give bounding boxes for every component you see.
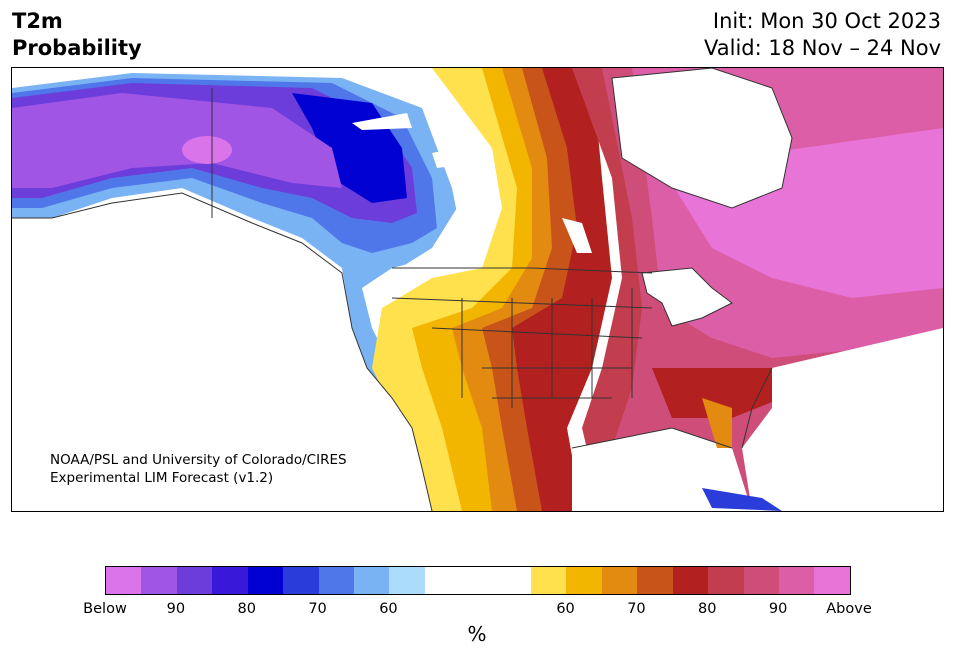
- colorbar-unit: %: [467, 622, 487, 646]
- credit-line-2: Experimental LIM Forecast (v1.2): [50, 470, 273, 486]
- lake-winnipeg: [562, 218, 592, 253]
- colorbar-swatch: [212, 567, 248, 594]
- credit-line-1: NOAA/PSL and University of Colorado/CIRE…: [50, 452, 347, 468]
- colorbar-tick-label: 70: [627, 601, 646, 617]
- pacific: [12, 193, 432, 511]
- map-svg: NOAA/PSL and University of Colorado/CIRE…: [12, 68, 943, 511]
- colorbar: [105, 566, 851, 595]
- borders: [12, 68, 793, 511]
- colorbar-swatch: [247, 567, 284, 594]
- colorbar-swatch: [637, 567, 673, 594]
- colorbar-tick-label: 60: [379, 601, 398, 617]
- southeast-red: [652, 368, 782, 418]
- colorbar-swatch: [141, 567, 177, 594]
- arctic-lakes: [352, 113, 412, 130]
- above-orange: [452, 68, 572, 511]
- atlantic: [742, 328, 943, 511]
- colorbar-swatch: [283, 567, 319, 594]
- colorbar-tick-label: 60: [556, 601, 575, 617]
- colorbar-swatch: [353, 567, 390, 594]
- colorbar-swatch: [708, 567, 744, 594]
- colorbar-swatch: [424, 567, 461, 594]
- colorbar-swatch: [495, 567, 532, 594]
- florida: [702, 398, 732, 448]
- date-info: Init: Mon 30 Oct 2023 Valid: 18 Nov – 24…: [704, 8, 941, 62]
- colorbar-tick-label: 80: [237, 601, 256, 617]
- forecast-map: NOAA/PSL and University of Colorado/CIRE…: [11, 67, 944, 512]
- colorbar-swatch: [566, 567, 602, 594]
- colorbar-tick-label: 90: [768, 601, 788, 617]
- great-lakes: [642, 268, 732, 326]
- product-label: Probability: [12, 36, 142, 60]
- colorbar-tick-label: 90: [166, 601, 186, 617]
- colorbar-tick-label: Above: [826, 601, 872, 617]
- colorbar-swatch: [531, 567, 567, 594]
- above-gold: [412, 68, 552, 511]
- colorbar-tick-label: Below: [83, 601, 127, 617]
- cuba: [702, 488, 782, 511]
- colorbar-swatch: [176, 567, 213, 594]
- arctic-lakes-2: [432, 143, 482, 168]
- colorbar-swatch: [601, 567, 638, 594]
- hudson-bay: [612, 68, 792, 208]
- below-region-purple: [12, 93, 342, 188]
- colorbar-swatch: [318, 567, 354, 594]
- init-date: Init: Mon 30 Oct 2023: [712, 9, 941, 33]
- variable-label: T2m: [12, 9, 63, 33]
- colorbar-swatch: [814, 567, 850, 594]
- above-red: [512, 68, 612, 511]
- colorbar-swatch: [460, 567, 496, 594]
- colorbar-swatch: [779, 567, 815, 594]
- colorbar-swatch: [743, 567, 780, 594]
- colorbar-swatch: [106, 567, 142, 594]
- map-title: T2m Probability: [12, 8, 142, 62]
- valid-dates: Valid: 18 Nov – 24 Nov: [704, 36, 941, 60]
- above-rust: [482, 68, 592, 511]
- colorbar-tick-label: 80: [698, 601, 717, 617]
- colorbar-swatch: [672, 567, 709, 594]
- colorbar-swatch: [389, 567, 425, 594]
- above-yellow: [372, 68, 532, 511]
- colorbar-tick-label: 70: [308, 601, 327, 617]
